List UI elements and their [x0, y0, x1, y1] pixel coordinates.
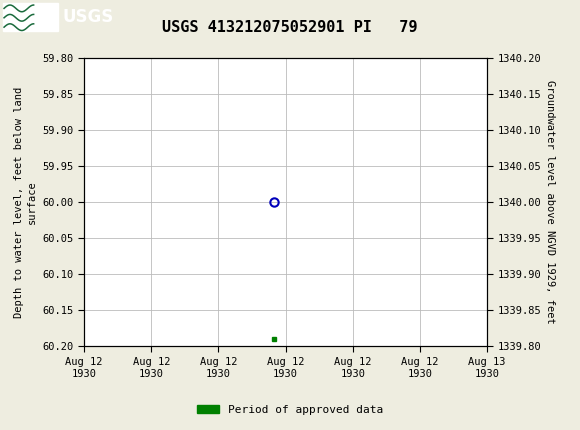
- Legend: Period of approved data: Period of approved data: [193, 400, 387, 419]
- Y-axis label: Groundwater level above NGVD 1929, feet: Groundwater level above NGVD 1929, feet: [545, 80, 555, 324]
- Y-axis label: Depth to water level, feet below land
surface: Depth to water level, feet below land su…: [14, 86, 37, 318]
- Text: USGS: USGS: [63, 8, 114, 26]
- Bar: [3, 3, 58, 31]
- Text: USGS 413212075052901 PI   79: USGS 413212075052901 PI 79: [162, 21, 418, 35]
